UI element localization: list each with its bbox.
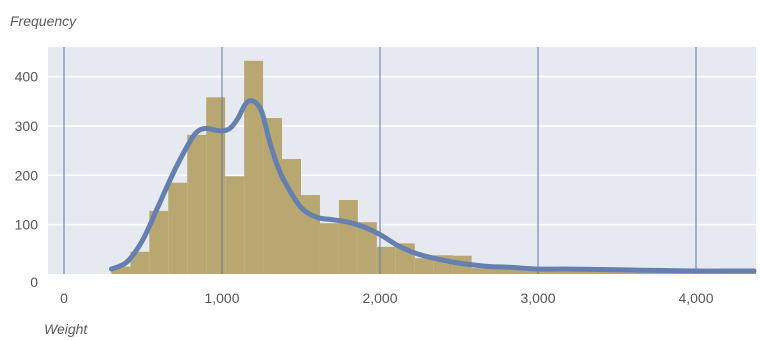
histogram-bar xyxy=(244,60,264,275)
histogram-bar xyxy=(149,210,169,274)
histogram-bar xyxy=(263,118,283,274)
y-tick-label: 100 xyxy=(15,217,39,233)
histogram-bar xyxy=(111,266,131,274)
y-axis-tick-labels: 0 100 200 300 400 xyxy=(15,69,39,290)
density-line xyxy=(108,98,757,274)
x-tick-label: 2,000 xyxy=(362,290,397,306)
histogram-bar xyxy=(376,246,396,274)
histogram-bar xyxy=(585,270,605,274)
x-tick-label: 3,000 xyxy=(520,290,555,306)
histogram-bar xyxy=(168,182,188,274)
x-tick-label: 0 xyxy=(60,290,68,306)
histogram-bar xyxy=(623,272,643,274)
histogram-bar xyxy=(282,159,301,274)
histogram-bar xyxy=(206,97,226,275)
histogram-bar xyxy=(187,134,207,274)
histogram-bar xyxy=(414,258,434,274)
y-axis-title: Frequency xyxy=(10,13,77,29)
y-tick-label: 300 xyxy=(15,118,39,134)
x-tick-label: 1,000 xyxy=(204,290,239,306)
histogram-bar xyxy=(338,199,358,274)
histogram-bar xyxy=(319,223,339,274)
histogram-bar xyxy=(357,222,377,274)
y-tick-label: 400 xyxy=(15,69,39,85)
histogram-bar xyxy=(509,269,529,274)
x-axis-tick-labels: 0 1,000 2,000 3,000 4,000 xyxy=(60,290,714,306)
histogram-bar xyxy=(661,272,681,274)
histogram-bar xyxy=(490,268,510,274)
histogram-bar xyxy=(471,268,491,274)
histogram-bar xyxy=(604,271,624,274)
x-axis-title: Weight xyxy=(44,321,88,337)
histogram-bar xyxy=(130,251,150,274)
histogram-bar xyxy=(225,176,245,274)
x-tick-label: 4,000 xyxy=(678,290,713,306)
y-tick-label: 0 xyxy=(30,274,38,290)
y-tick-label: 200 xyxy=(15,167,39,183)
